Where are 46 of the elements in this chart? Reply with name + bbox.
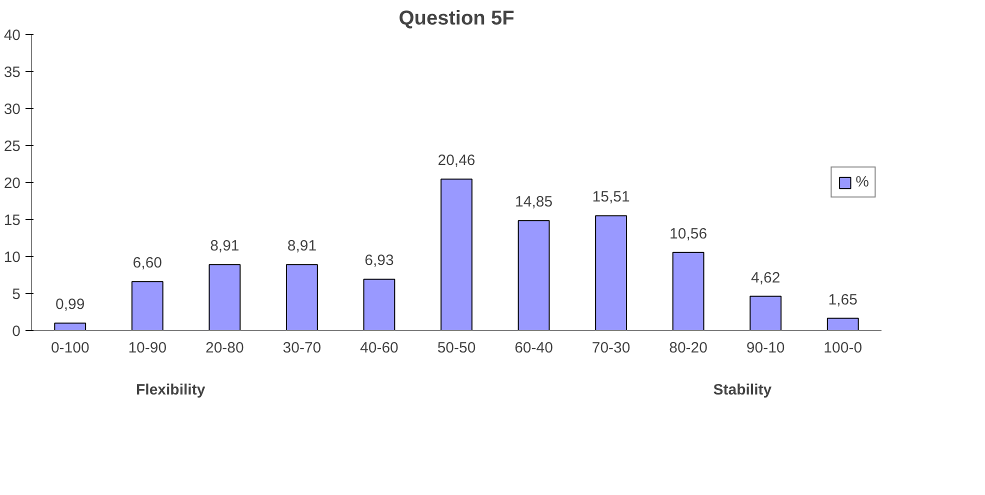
x-tick-label: 100-0 [824, 340, 862, 356]
x-tick-label: 20-80 [206, 340, 244, 356]
x-tick-label: 90-10 [746, 340, 785, 356]
bar [286, 264, 318, 330]
data-label: 20,46 [438, 152, 476, 170]
y-tick-label: 30 [4, 101, 21, 118]
bar [750, 296, 782, 330]
data-label: 14,85 [515, 194, 553, 211]
x-tick-label: 0-100 [50, 340, 90, 356]
bar [131, 281, 164, 330]
data-label: 8,91 [210, 238, 240, 255]
bar [363, 278, 396, 330]
y-tick-label: 10 [4, 249, 21, 266]
data-label: 10,56 [670, 225, 708, 242]
y-tick-label: 0 [12, 323, 20, 340]
x-tick-label: 10-90 [128, 340, 167, 356]
bar [440, 178, 472, 330]
x-tick-label: 30-70 [282, 340, 322, 356]
bar [54, 322, 86, 330]
bar [826, 318, 859, 330]
data-label: 0,99 [56, 296, 85, 314]
y-tick-label: 5 [12, 286, 20, 303]
data-label: 6,93 [364, 252, 394, 270]
legend-label: % [856, 174, 869, 190]
x-tick-label: 70-30 [592, 340, 630, 356]
data-label: 15,51 [592, 188, 630, 206]
data-label: 8,91 [287, 238, 317, 255]
x-tick-label: 80-20 [669, 340, 708, 356]
bar [595, 215, 627, 330]
y-tick-label: 15 [4, 212, 21, 229]
x-tick-label: 50-50 [437, 340, 476, 356]
y-tick-label: 25 [4, 138, 21, 155]
y-tick-label: 35 [4, 64, 21, 81]
bar [518, 220, 550, 330]
y-tick-label: 40 [4, 27, 21, 44]
y-tick-label: 20 [4, 175, 21, 192]
text: Flexibility [136, 382, 206, 398]
chart-title: Question 5F [398, 8, 514, 30]
data-label: 4,62 [750, 269, 780, 286]
bar [208, 264, 241, 330]
data-label: 6,60 [132, 254, 162, 272]
x-tick-label: 40-60 [360, 340, 398, 356]
x-tick-label: 60-40 [514, 340, 553, 356]
bar [672, 252, 704, 330]
data-label: 1,65 [828, 291, 858, 308]
text: Stability [713, 382, 772, 398]
